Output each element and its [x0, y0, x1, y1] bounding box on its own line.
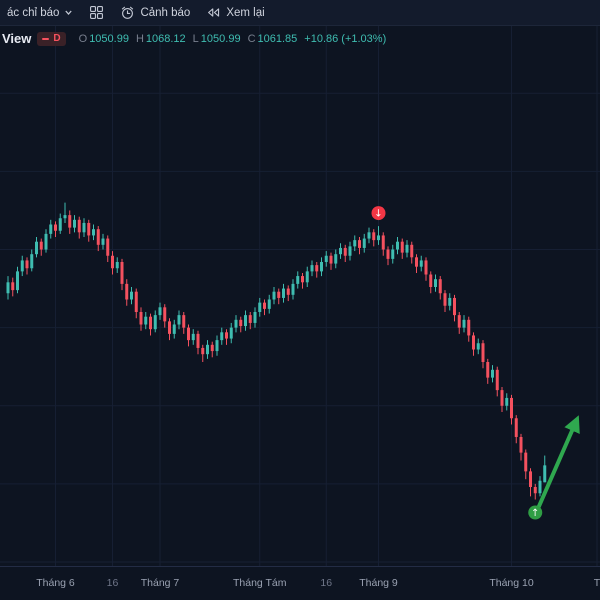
replay-label: Xem lại [226, 6, 265, 19]
trade-markers[interactable]: ↓↑ [371, 206, 543, 520]
alerts-button[interactable]: Cảnh báo [113, 2, 197, 24]
svg-text:↑: ↑ [531, 508, 539, 519]
time-axis-label: Tháng 9 [359, 577, 398, 589]
time-axis-label: Tháng 7 [140, 577, 180, 589]
layouts-button[interactable] [82, 2, 111, 24]
close-label: C [247, 32, 256, 45]
sell-marker-icon[interactable]: ↓ [371, 206, 386, 221]
svg-text:↓: ↓ [374, 209, 382, 220]
grid-lines [0, 26, 600, 566]
high-label: H [135, 32, 144, 45]
chevron-down-icon [65, 10, 73, 15]
symbol-name[interactable]: View [2, 31, 32, 46]
indicators-button[interactable]: ác chỉ báo [0, 2, 80, 24]
change-value: +10.86 (+1.03%) [304, 32, 387, 45]
timeframe-label: D [53, 32, 61, 44]
time-axis-label: Tháng Tám [233, 577, 287, 589]
chart-pane[interactable]: ↓ ↑ View D O 1050.99 H 1068.12 L 1050.99 C 10… [0, 26, 600, 566]
ohlc-readout: O 1050.99 H 1068.12 L 1050.99 C 1061.85 +10.… [72, 33, 387, 45]
time-axis[interactable]: Tháng 6 16 Tháng 7 Tháng Tám 16 Tháng 9 Tháng … [0, 566, 600, 600]
candlestick-series [6, 202, 547, 500]
chart-legend: View D O 1050.99 H 1068.12 L 1050.99 C 1061.… [2, 31, 386, 46]
alarm-clock-icon [122, 6, 134, 19]
low-label: L [192, 32, 199, 45]
arrow-drawing[interactable] [535, 415, 580, 513]
buy-marker-icon[interactable]: ↑ [528, 505, 543, 520]
time-axis-label: 16 [106, 577, 119, 589]
open-label: O [78, 32, 88, 45]
candlestick-chart[interactable]: ↓↑ [0, 26, 600, 566]
high-value: 1068.12 [145, 32, 186, 45]
replay-button[interactable]: Xem lại [199, 2, 271, 24]
top-toolbar: ác chỉ báo Cảnh báo Xem lại [0, 0, 600, 26]
close-value: 1061.85 [257, 32, 298, 45]
delayed-data-badge[interactable]: D [37, 31, 66, 46]
time-axis-label: Tháng 10 [489, 577, 534, 589]
dash-icon [42, 37, 50, 40]
time-axis-label: 16 [320, 577, 333, 589]
grid-icon [90, 6, 104, 19]
alerts-label: Cảnh báo [140, 6, 191, 19]
low-value: 1050.99 [200, 32, 241, 45]
time-axis-label: Tháng 6 [36, 577, 75, 589]
open-value: 1050.99 [89, 32, 129, 45]
indicators-label: ác chỉ báo [7, 6, 60, 19]
rewind-icon [208, 8, 220, 17]
time-axis-label: T [593, 577, 600, 589]
